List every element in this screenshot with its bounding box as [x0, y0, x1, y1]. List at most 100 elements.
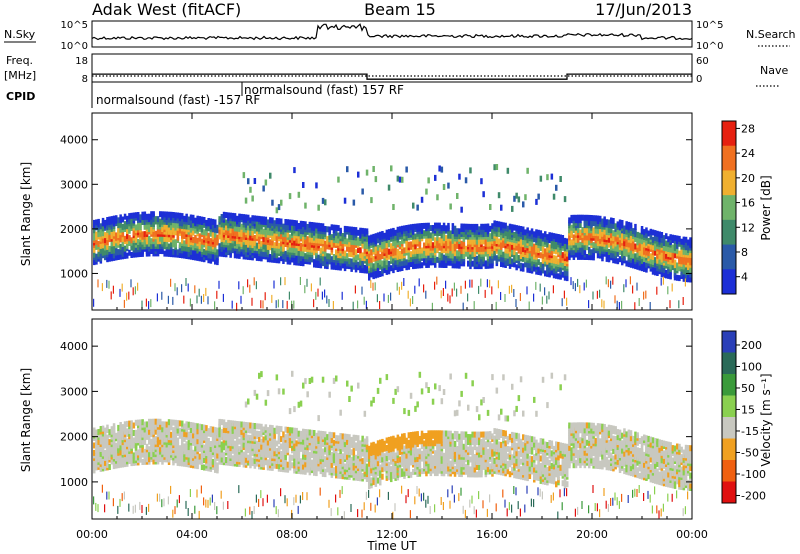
echo-cell — [504, 222, 507, 229]
echo-cell — [284, 495, 286, 504]
echo-cell — [247, 422, 250, 429]
echo-cell — [515, 252, 518, 259]
echo-cell — [310, 283, 312, 292]
y-tick-label: 1000 — [60, 267, 88, 280]
echo-cell — [601, 245, 604, 252]
echo-cell — [273, 450, 276, 457]
echo-cell — [372, 273, 375, 280]
echo-cell — [249, 434, 252, 441]
echo-cell — [467, 293, 469, 302]
echo-cell — [665, 240, 668, 247]
echo-cell — [200, 226, 204, 233]
echo-cell — [280, 451, 283, 457]
echo-cell — [222, 426, 226, 433]
echo-cell — [363, 296, 365, 305]
echo-cell — [684, 266, 688, 273]
echo-cell — [222, 419, 226, 426]
echo-cell — [123, 250, 127, 257]
echo-cell — [592, 242, 595, 249]
echo-cell — [183, 430, 186, 437]
echo-cell — [260, 216, 263, 223]
echo-cell — [117, 249, 120, 256]
echo-cell — [343, 230, 347, 237]
echo-cell — [431, 302, 433, 311]
echo-cell — [156, 235, 160, 242]
echo-cell — [209, 426, 213, 433]
echo-cell — [550, 232, 554, 239]
echo-cell — [431, 232, 435, 239]
echo-cell — [654, 235, 657, 241]
echo-cell — [462, 240, 466, 247]
echo-cell — [583, 249, 587, 256]
echo-cell — [93, 251, 96, 258]
echo-cell — [508, 228, 512, 235]
echo-cell — [451, 223, 455, 230]
echo-cell — [462, 223, 466, 230]
echo-cell — [414, 243, 417, 250]
echo-cell — [95, 439, 98, 446]
echo-cell — [209, 446, 213, 452]
echo-cell — [398, 241, 402, 247]
echo-cell — [95, 434, 98, 441]
echo-cell — [288, 224, 292, 231]
echo-cell — [132, 505, 134, 514]
echo-cell — [163, 421, 166, 428]
colorbar-cell — [722, 170, 736, 196]
echo-cell — [662, 235, 666, 242]
echo-cell — [260, 423, 263, 430]
echo-cell — [150, 248, 153, 254]
echo-cell — [368, 235, 371, 242]
echo-cell — [319, 277, 321, 286]
echo-cell — [222, 293, 224, 302]
echo-cell — [253, 389, 257, 396]
echo-cell — [363, 247, 367, 254]
echo-cell — [185, 446, 188, 453]
echo-cell — [423, 242, 426, 249]
echo-cell — [137, 212, 140, 218]
echo-cell — [174, 239, 177, 246]
echo-cell — [240, 223, 243, 230]
echo-cell — [656, 286, 658, 295]
echo-cell — [645, 290, 647, 299]
echo-cell — [662, 254, 666, 261]
echo-cell — [678, 250, 681, 257]
echo-cell — [205, 499, 207, 508]
echo-cell — [238, 421, 241, 428]
echo-cell — [174, 212, 177, 219]
echo-cell — [321, 197, 325, 204]
echo-cell — [497, 231, 501, 238]
echo-cell — [134, 442, 138, 449]
echo-cell — [167, 211, 171, 218]
echo-cell — [99, 438, 103, 445]
echo-cell — [590, 232, 593, 239]
echo-cell — [603, 216, 606, 223]
echo-cell — [302, 225, 305, 232]
echo-cell — [207, 499, 209, 508]
echo-cell — [511, 248, 514, 255]
echo-cell — [398, 286, 400, 295]
echo-cell — [139, 214, 142, 221]
echo-cell — [167, 226, 171, 233]
echo-cell — [119, 253, 122, 260]
echo-cell — [420, 223, 424, 229]
echo-cell — [288, 193, 292, 200]
echo-cell — [126, 215, 129, 222]
echo-cell — [614, 223, 617, 230]
echo-cell — [207, 450, 210, 457]
echo-cell — [361, 227, 364, 234]
echo-cell — [665, 269, 668, 276]
echo-cell — [335, 254, 338, 261]
echo-cell — [607, 279, 609, 288]
echo-cell — [462, 235, 466, 242]
echo-cell — [106, 444, 109, 451]
echo-cell — [181, 252, 184, 259]
echo-cell — [508, 243, 512, 250]
echo-cell — [249, 457, 252, 464]
echo-cell — [236, 425, 239, 432]
echo-cell — [453, 255, 457, 262]
echo-cell — [174, 444, 177, 451]
echo-cell — [570, 277, 572, 286]
echo-cell — [238, 485, 240, 494]
echo-cell — [110, 216, 114, 223]
echo-cell — [275, 425, 279, 432]
